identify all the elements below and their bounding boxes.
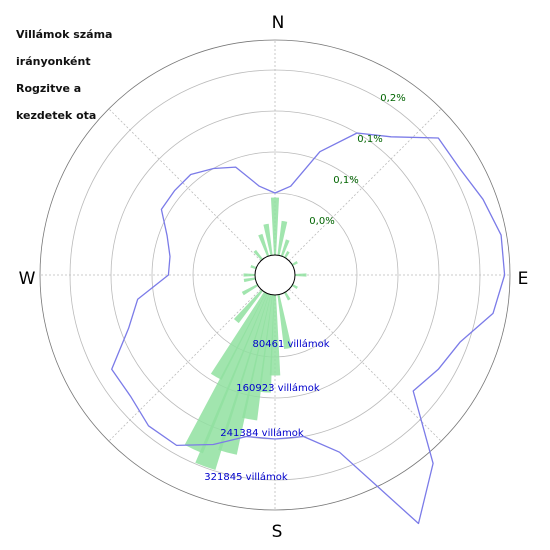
count-bar-150	[284, 291, 291, 301]
grid-spoke-315	[108, 108, 262, 262]
count-bar-205	[184, 292, 268, 454]
count-bar-270	[243, 273, 256, 277]
percent-ring-label-2: 0,1%	[333, 175, 358, 186]
title-line-3: Rogzitve a	[16, 81, 82, 95]
count-bar-120	[291, 284, 298, 290]
count-bar-210	[210, 291, 266, 380]
labels: N E S W 0,0% 0,1% 0,1% 0,2% 80461 villám…	[19, 13, 529, 542]
grid-ring-2	[151, 151, 399, 399]
count-ring-label-1: 80461 villámok	[252, 338, 329, 350]
center-hole	[254, 254, 296, 296]
count-bar-20	[280, 239, 290, 257]
count-bar-260	[243, 277, 256, 283]
count-bar-10	[277, 220, 288, 256]
count-bar-0	[270, 197, 280, 256]
percent-line-group	[111, 132, 506, 525]
grid-spoke-45	[288, 108, 442, 262]
outer-ring	[39, 39, 511, 511]
count-bar-220	[233, 289, 263, 324]
count-bar-170	[277, 294, 292, 350]
count-bar-60	[291, 260, 298, 266]
compass-label-e: E	[518, 269, 529, 289]
count-ring-label-4: 321845 villámok	[204, 471, 288, 483]
compass-label-s: S	[272, 522, 283, 542]
grid-spoke-135	[288, 288, 442, 442]
chart-title: Villámok száma irányonként Rogzitve a ke…	[16, 14, 112, 122]
count-bar-180	[269, 294, 281, 376]
compass-label-n: N	[272, 13, 285, 33]
compass-label-w: W	[19, 269, 36, 289]
count-bar-290	[250, 264, 257, 270]
percent-line	[111, 132, 506, 525]
count-ring-label-3: 241384 villámok	[220, 427, 304, 439]
count-bar-320	[253, 249, 263, 261]
count-bar-90	[294, 273, 307, 277]
count-bar-350	[263, 223, 273, 256]
count-bar-340	[258, 233, 270, 257]
percent-ring-label-3: 0,1%	[357, 134, 382, 145]
title-line-4: kezdetek ota	[16, 108, 97, 122]
title-line-1: Villámok száma	[16, 27, 113, 41]
count-bar-30	[284, 251, 290, 259]
percent-ring-label-4: 0,2%	[380, 93, 405, 104]
percent-ring-label-1: 0,0%	[309, 216, 334, 227]
count-bar-240	[241, 284, 259, 296]
count-ring-label-2: 160923 villámok	[236, 382, 320, 394]
count-bars	[184, 197, 307, 471]
title-line-2: irányonként	[16, 54, 91, 68]
